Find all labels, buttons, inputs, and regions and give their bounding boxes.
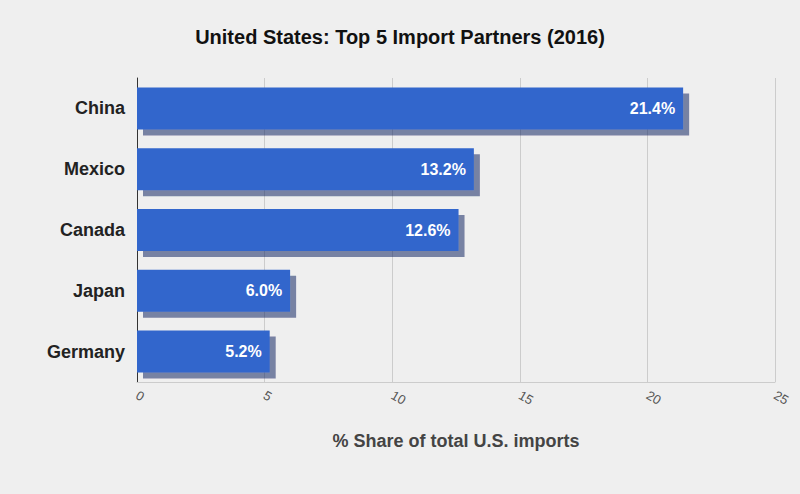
svg-text:25: 25 xyxy=(771,388,791,408)
svg-text:% Share of total U.S. imports: % Share of total U.S. imports xyxy=(332,431,579,451)
svg-text:5: 5 xyxy=(261,388,275,405)
svg-text:10: 10 xyxy=(388,388,408,408)
svg-text:6.0%: 6.0% xyxy=(246,282,282,299)
svg-text:Mexico: Mexico xyxy=(64,159,125,179)
svg-text:13.2%: 13.2% xyxy=(420,161,465,178)
svg-text:0: 0 xyxy=(133,388,147,405)
svg-text:Canada: Canada xyxy=(60,220,126,240)
svg-text:5.2%: 5.2% xyxy=(225,343,261,360)
svg-text:United States: Top 5 Import Pa: United States: Top 5 Import Partners (20… xyxy=(195,26,605,48)
svg-text:12.6%: 12.6% xyxy=(405,222,450,239)
svg-text:20: 20 xyxy=(644,388,664,408)
svg-text:21.4%: 21.4% xyxy=(630,100,675,117)
svg-text:Germany: Germany xyxy=(47,342,125,362)
svg-text:Japan: Japan xyxy=(73,281,125,301)
svg-text:15: 15 xyxy=(516,388,536,408)
svg-text:China: China xyxy=(75,98,126,118)
